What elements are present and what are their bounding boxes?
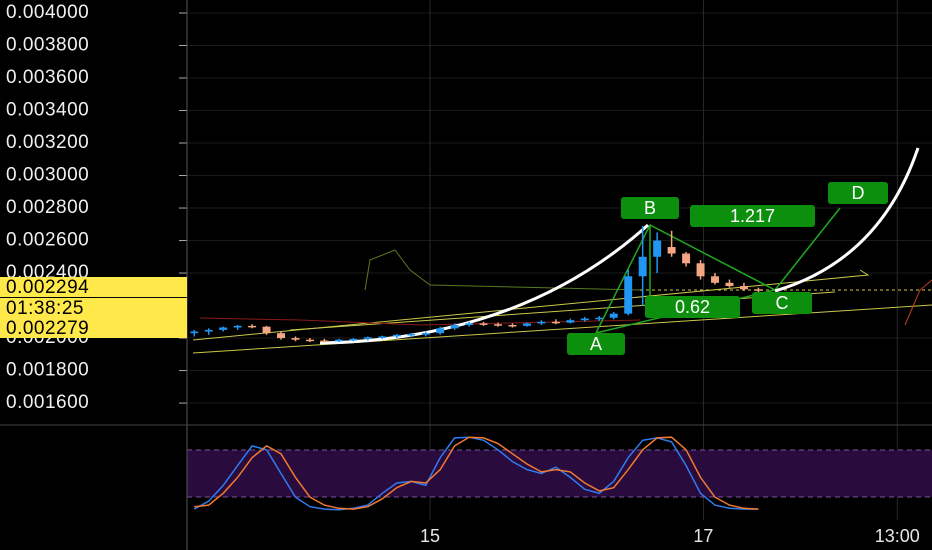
candle-body (566, 320, 575, 323)
candle-body (595, 317, 604, 320)
candle-body (653, 240, 662, 257)
y-tick-label: 0.003600 (6, 67, 89, 88)
price-label-box (0, 277, 187, 297)
candle-body (248, 325, 257, 328)
candle-body (277, 333, 286, 339)
y-tick-label: 0.003800 (6, 35, 89, 56)
price-label: 01:38:25 (6, 298, 84, 319)
candle-body (522, 323, 531, 326)
candle-body (624, 276, 633, 314)
oscillator-band (187, 450, 932, 497)
annotation-box (828, 182, 888, 204)
annotation-box (567, 333, 625, 355)
annotation: C (776, 293, 789, 313)
labels: 0.0016000.0018000.0020000.0024000.002600… (0, 2, 920, 546)
candle-body (204, 329, 213, 332)
candles (190, 225, 763, 511)
candle-body (479, 323, 488, 325)
candle-body (334, 339, 343, 342)
candle-body (305, 339, 314, 342)
indicator-line (364, 249, 641, 291)
annotation: A (590, 334, 602, 354)
annotation-box (690, 205, 815, 227)
candle-body (262, 326, 271, 334)
annotation-box (621, 197, 679, 219)
candle-body (754, 289, 763, 291)
candle-body (450, 325, 459, 329)
annotation-box (752, 292, 812, 314)
candle-body (696, 263, 705, 277)
price-label: 0.002279 (6, 318, 89, 339)
candle-body (551, 321, 560, 324)
price-label-box (0, 318, 187, 338)
candle-body (667, 247, 676, 254)
candle-body (436, 328, 445, 334)
y-tick-label: 0.001800 (6, 360, 89, 381)
trendline (192, 269, 870, 341)
y-tick-label: 0.001600 (6, 392, 89, 413)
oscillator-line (193, 436, 759, 511)
candle-body (392, 334, 401, 337)
candle-body (363, 337, 372, 339)
annotation: B (644, 198, 656, 218)
candle-body (349, 338, 358, 341)
candle-body (711, 276, 719, 283)
candle-body (537, 321, 546, 324)
candle-body (739, 286, 748, 290)
candle-body (465, 323, 474, 326)
candle-body (580, 318, 589, 321)
annotation-box (645, 296, 740, 318)
y-tick-label: 0.003200 (6, 132, 89, 153)
candle-body (725, 282, 734, 287)
curve (774, 147, 920, 293)
candle-body (682, 253, 691, 264)
candle-body (233, 325, 242, 328)
candle-body (407, 333, 416, 336)
x-tick-label: 17 (693, 526, 713, 546)
candle-body (609, 313, 618, 318)
x-tick-label: 13:00 (875, 526, 920, 546)
pattern-line (595, 207, 841, 334)
candle-body (421, 333, 430, 335)
y-tick-label: 0.003400 (6, 100, 89, 121)
x-tick-label: 15 (420, 526, 440, 546)
indicator-line (199, 317, 641, 326)
candle-body (190, 331, 199, 334)
candle-body (494, 324, 502, 326)
candle-body (219, 327, 228, 330)
oscillator-line (194, 436, 759, 510)
annotation: 1.217 (730, 206, 775, 226)
candle-body (291, 338, 300, 340)
annotation: 0.62 (675, 297, 710, 317)
curve (319, 223, 650, 345)
candle-body (378, 336, 387, 338)
indicator-line (904, 279, 932, 326)
candle-body (638, 256, 647, 277)
price-label-box (0, 298, 187, 318)
y-tick-label: 0.004000 (6, 2, 89, 23)
y-tick-label: 0.003000 (6, 165, 89, 186)
candle-body (320, 340, 329, 342)
y-tick-label: 0.002800 (6, 197, 89, 218)
y-tick-label: 0.002600 (6, 230, 89, 251)
price-label: 0.002294 (6, 277, 89, 298)
candle-body (508, 325, 517, 327)
annotation: D (852, 183, 865, 203)
